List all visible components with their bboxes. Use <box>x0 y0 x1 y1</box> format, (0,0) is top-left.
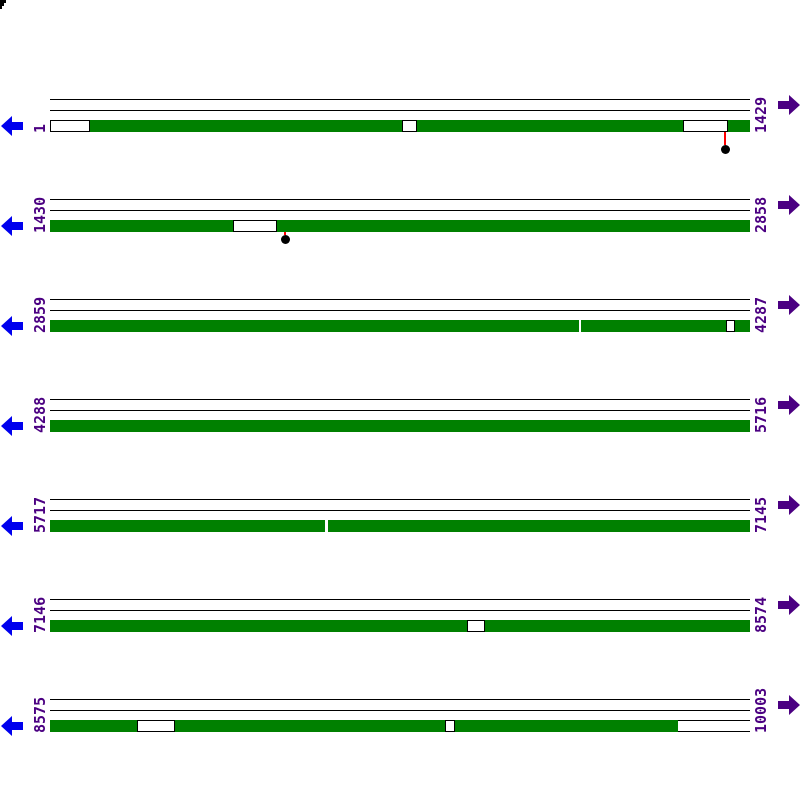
feature-segment-gap <box>50 120 90 132</box>
lollipop-marker-stem <box>724 132 726 145</box>
feature-segment-slit <box>579 321 581 331</box>
left-arrow-icon[interactable] <box>1 516 23 536</box>
feature-segment-green[interactable] <box>328 520 750 532</box>
feature-segment-green[interactable] <box>175 720 445 732</box>
feature-segment-green[interactable] <box>455 720 678 732</box>
left-arrow-icon[interactable] <box>1 616 23 636</box>
frame-line-upper <box>50 499 750 500</box>
right-arrow-icon[interactable] <box>778 495 800 515</box>
right-arrow-icon[interactable] <box>778 295 800 315</box>
row-start-coordinate: 7146 <box>31 596 49 633</box>
feature-segment-gap <box>467 620 485 632</box>
lollipop-marker-icon[interactable] <box>721 145 730 154</box>
right-arrow-icon[interactable] <box>778 595 800 615</box>
feature-segment-green[interactable] <box>90 120 402 132</box>
right-arrow-icon[interactable] <box>778 695 800 715</box>
row-end-coordinate: 8574 <box>752 596 770 633</box>
feature-bar <box>50 520 750 532</box>
frame-line-lower <box>50 710 750 711</box>
row-end-coordinate: 4287 <box>752 296 770 333</box>
feature-bar <box>50 220 750 232</box>
feature-bar <box>50 720 750 732</box>
feature-segment-gap <box>445 720 455 732</box>
frame-line-upper <box>50 399 750 400</box>
sequence-row: 4288 5716 <box>0 395 800 500</box>
left-arrow-icon[interactable] <box>1 216 23 236</box>
frame-line-lower <box>50 210 750 211</box>
right-arrow-icon[interactable] <box>778 195 800 215</box>
row-start-coordinate: 1 <box>31 123 49 133</box>
feature-segment-slit <box>325 521 328 531</box>
sequence-row: 8575 10003 <box>0 688 800 800</box>
lollipop-marker-icon[interactable] <box>281 235 290 244</box>
frame-line-upper <box>50 99 750 100</box>
left-arrow-icon[interactable] <box>1 316 23 336</box>
row-start-coordinate: 5717 <box>31 496 49 533</box>
right-arrow-icon[interactable] <box>778 95 800 115</box>
feature-bar <box>50 320 750 332</box>
sequence-row: 7146 8574 <box>0 595 800 700</box>
row-end-coordinate: 7145 <box>752 496 770 533</box>
feature-bar <box>50 420 750 432</box>
frame-line-lower <box>50 310 750 311</box>
frame-line-upper <box>50 299 750 300</box>
frame-line-lower <box>50 410 750 411</box>
row-end-coordinate: 2858 <box>752 196 770 233</box>
left-arrow-icon[interactable] <box>1 116 23 136</box>
right-arrow-icon[interactable] <box>778 395 800 415</box>
feature-segment-green[interactable] <box>728 120 750 132</box>
row-start-coordinate: 2859 <box>31 296 49 333</box>
feature-segment-gap <box>402 120 417 132</box>
feature-segment-gap <box>137 720 175 732</box>
row-start-coordinate: 8575 <box>31 696 49 733</box>
feature-segment-green[interactable] <box>581 320 726 332</box>
feature-segment-green[interactable] <box>50 520 325 532</box>
feature-bar <box>50 120 750 132</box>
frame-line-upper <box>50 199 750 200</box>
left-arrow-icon[interactable] <box>1 416 23 436</box>
feature-segment-green[interactable] <box>50 720 137 732</box>
feature-bar <box>50 620 750 632</box>
lollipop-marker-stem <box>284 232 286 235</box>
feature-segment-green[interactable] <box>277 220 750 232</box>
feature-segment-green[interactable] <box>50 620 467 632</box>
left-arrow-icon[interactable] <box>1 716 23 736</box>
frame-line-lower <box>50 510 750 511</box>
row-end-coordinate: 1429 <box>752 96 770 133</box>
feature-segment-green[interactable] <box>417 120 683 132</box>
sequence-row: 2859 4287 <box>0 295 800 400</box>
feature-segment-green[interactable] <box>485 620 750 632</box>
frame-line-lower <box>50 610 750 611</box>
row-end-coordinate: 10003 <box>752 687 770 733</box>
sequence-row: 1430 2858 <box>0 195 800 300</box>
row-start-coordinate: 4288 <box>31 396 49 433</box>
feature-segment-empty <box>678 720 750 732</box>
feature-segment-green[interactable] <box>735 320 750 332</box>
feature-segment-green[interactable] <box>50 320 579 332</box>
frame-line-upper <box>50 699 750 700</box>
feature-segment-gap <box>233 220 277 232</box>
clipped-glyph-fragment <box>0 0 6 9</box>
feature-segment-gap <box>683 120 728 132</box>
frame-line-upper <box>50 599 750 600</box>
row-start-coordinate: 1430 <box>31 196 49 233</box>
sequence-row: 1 1429 <box>0 95 800 200</box>
feature-segment-green[interactable] <box>50 420 750 432</box>
sequence-row: 5717 7145 <box>0 495 800 600</box>
feature-segment-green[interactable] <box>50 220 233 232</box>
row-end-coordinate: 5716 <box>752 396 770 433</box>
frame-line-lower <box>50 110 750 111</box>
feature-segment-gap <box>726 320 735 332</box>
